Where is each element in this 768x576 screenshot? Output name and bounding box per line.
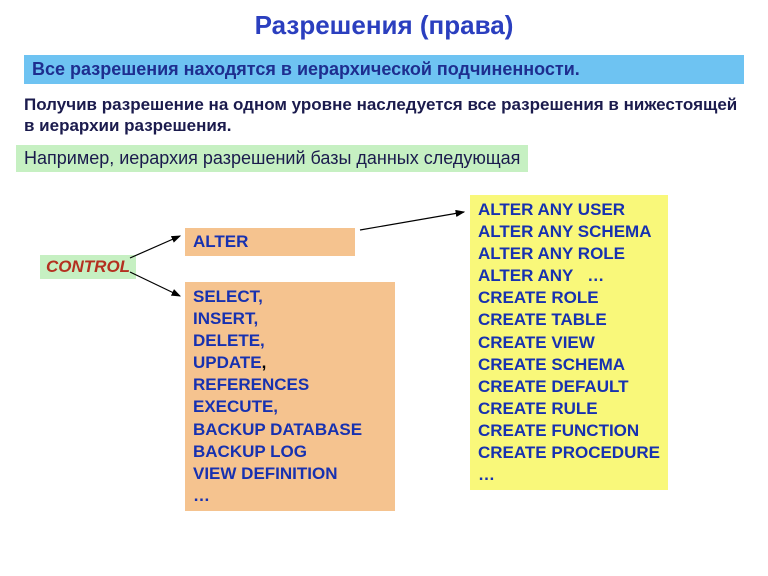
permission-line: CREATE RULE [478,398,660,420]
statement-line: … [193,485,387,507]
statement-line: BACKUP DATABASE [193,419,387,441]
page-title: Разрешения (права) [0,0,768,41]
alter-node: ALTER [185,228,355,256]
permission-line: CREATE SCHEMA [478,354,660,376]
arrow [130,272,180,296]
statement-line: VIEW DEFINITION [193,463,387,485]
arrow [130,236,180,258]
permission-line: CREATE FUNCTION [478,420,660,442]
hierarchy-banner: Все разрешения находятся в иерархической… [24,55,744,84]
arrow [360,212,464,230]
statement-line: REFERENCES [193,374,387,396]
permission-line: ALTER ANY USER [478,199,660,221]
permission-line: ALTER ANY ROLE [478,243,660,265]
permission-line: … [478,464,660,486]
permission-line: ALTER ANY SCHEMA [478,221,660,243]
statement-line: BACKUP LOG [193,441,387,463]
statement-line: UPDATE, [193,352,387,374]
permission-line: CREATE PROCEDURE [478,442,660,464]
control-node: CONTROL [40,255,136,279]
statement-line: INSERT, [193,308,387,330]
inheritance-paragraph: Получив разрешение на одном уровне насле… [24,94,744,137]
permission-line: CREATE VIEW [478,332,660,354]
statements-node: SELECT, INSERT,DELETE,UPDATE,REFERENCESE… [185,282,395,511]
statement-line: DELETE, [193,330,387,352]
statement-line: SELECT, [193,286,387,308]
permission-line: CREATE TABLE [478,309,660,331]
alter-create-node: ALTER ANY USERALTER ANY SCHEMAALTER ANY … [470,195,668,490]
permission-line: CREATE ROLE [478,287,660,309]
permission-line: ALTER ANY … [478,265,660,287]
statement-line: EXECUTE, [193,396,387,418]
example-banner: Например, иерархия разрешений базы данны… [16,145,528,172]
permission-line: CREATE DEFAULT [478,376,660,398]
